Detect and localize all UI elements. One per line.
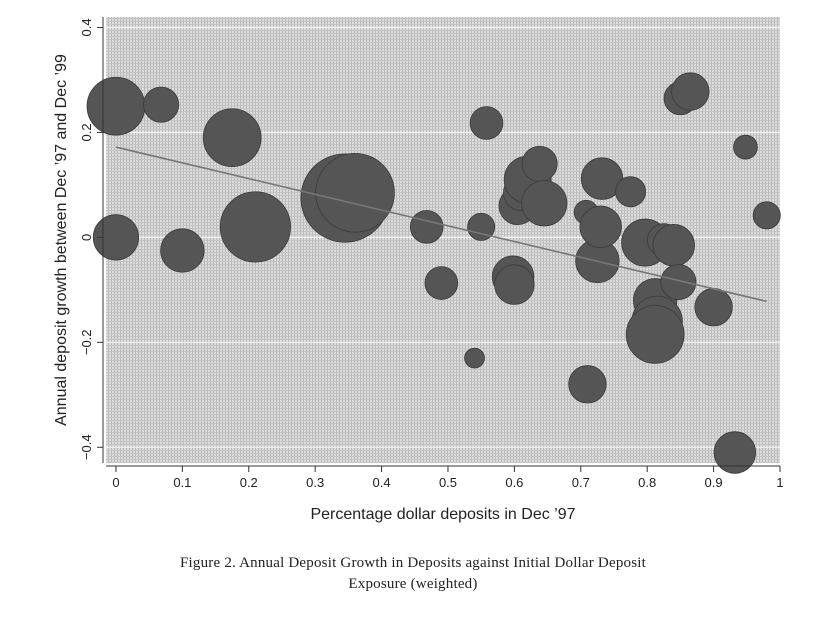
data-point — [92, 214, 140, 261]
data-point — [733, 134, 758, 160]
y-tick-label: 0.4 — [79, 18, 94, 36]
x-axis-label: Percentage dollar deposits in Dec ’97 — [310, 506, 575, 523]
x-tick-label: 0.9 — [705, 475, 723, 490]
figure-caption-line2: Exposure (weighted) — [348, 576, 478, 592]
x-tick-label: 0.6 — [505, 475, 523, 490]
data-point — [143, 86, 180, 123]
x-tick-label: 0.2 — [240, 475, 258, 490]
x-tick-label: 1 — [776, 475, 783, 490]
data-point — [568, 365, 607, 404]
scatter-chart: 0 0.1 0.2 0.3 0.4 0.5 0.6 0.7 0.8 0.9 1 −0.4 −0.2 0 0.… — [53, 17, 784, 523]
figure-caption-line1: Figure 2. Annual Deposit Growth in Depos… — [180, 555, 646, 571]
data-point — [467, 212, 496, 241]
x-tick-label: 0.8 — [638, 475, 656, 490]
y-tick-label: −0.2 — [79, 329, 94, 355]
fit-line — [115, 146, 767, 303]
data-points — [86, 72, 781, 474]
data-point — [713, 431, 757, 474]
data-point — [671, 72, 710, 111]
y-tick-label: −0.4 — [79, 434, 94, 460]
data-point — [219, 191, 291, 263]
data-point — [315, 152, 395, 233]
data-point — [694, 288, 733, 327]
x-tick-label: 0.4 — [373, 475, 391, 490]
data-point — [160, 228, 205, 273]
data-point — [752, 201, 781, 230]
data-point — [464, 347, 485, 369]
data-point — [202, 108, 262, 168]
data-point — [494, 264, 535, 305]
data-point — [409, 210, 444, 244]
data-point — [652, 224, 695, 267]
data-point — [521, 180, 568, 227]
data-point — [625, 305, 685, 364]
x-tick-label: 0 — [112, 475, 119, 490]
axes: 0 0.1 0.2 0.3 0.4 0.5 0.6 0.7 0.8 0.9 1 −0.4 −0.2 0 0.… — [79, 17, 784, 490]
y-tick-label: 0.2 — [79, 123, 94, 141]
x-tick-label: 0.5 — [439, 475, 457, 490]
y-tick-label: 0 — [79, 234, 94, 241]
data-point — [660, 263, 697, 300]
data-point — [424, 266, 459, 300]
data-point — [521, 145, 558, 182]
data-point — [86, 76, 146, 136]
x-tick-label: 0.1 — [173, 475, 191, 490]
y-axis-label: Annual deposit growth between Dec ’97 an… — [53, 54, 70, 426]
x-tick-label: 0.3 — [306, 475, 324, 490]
x-tick-label: 0.7 — [572, 475, 590, 490]
data-point — [469, 106, 504, 140]
data-point — [615, 176, 647, 208]
data-point — [579, 205, 622, 249]
